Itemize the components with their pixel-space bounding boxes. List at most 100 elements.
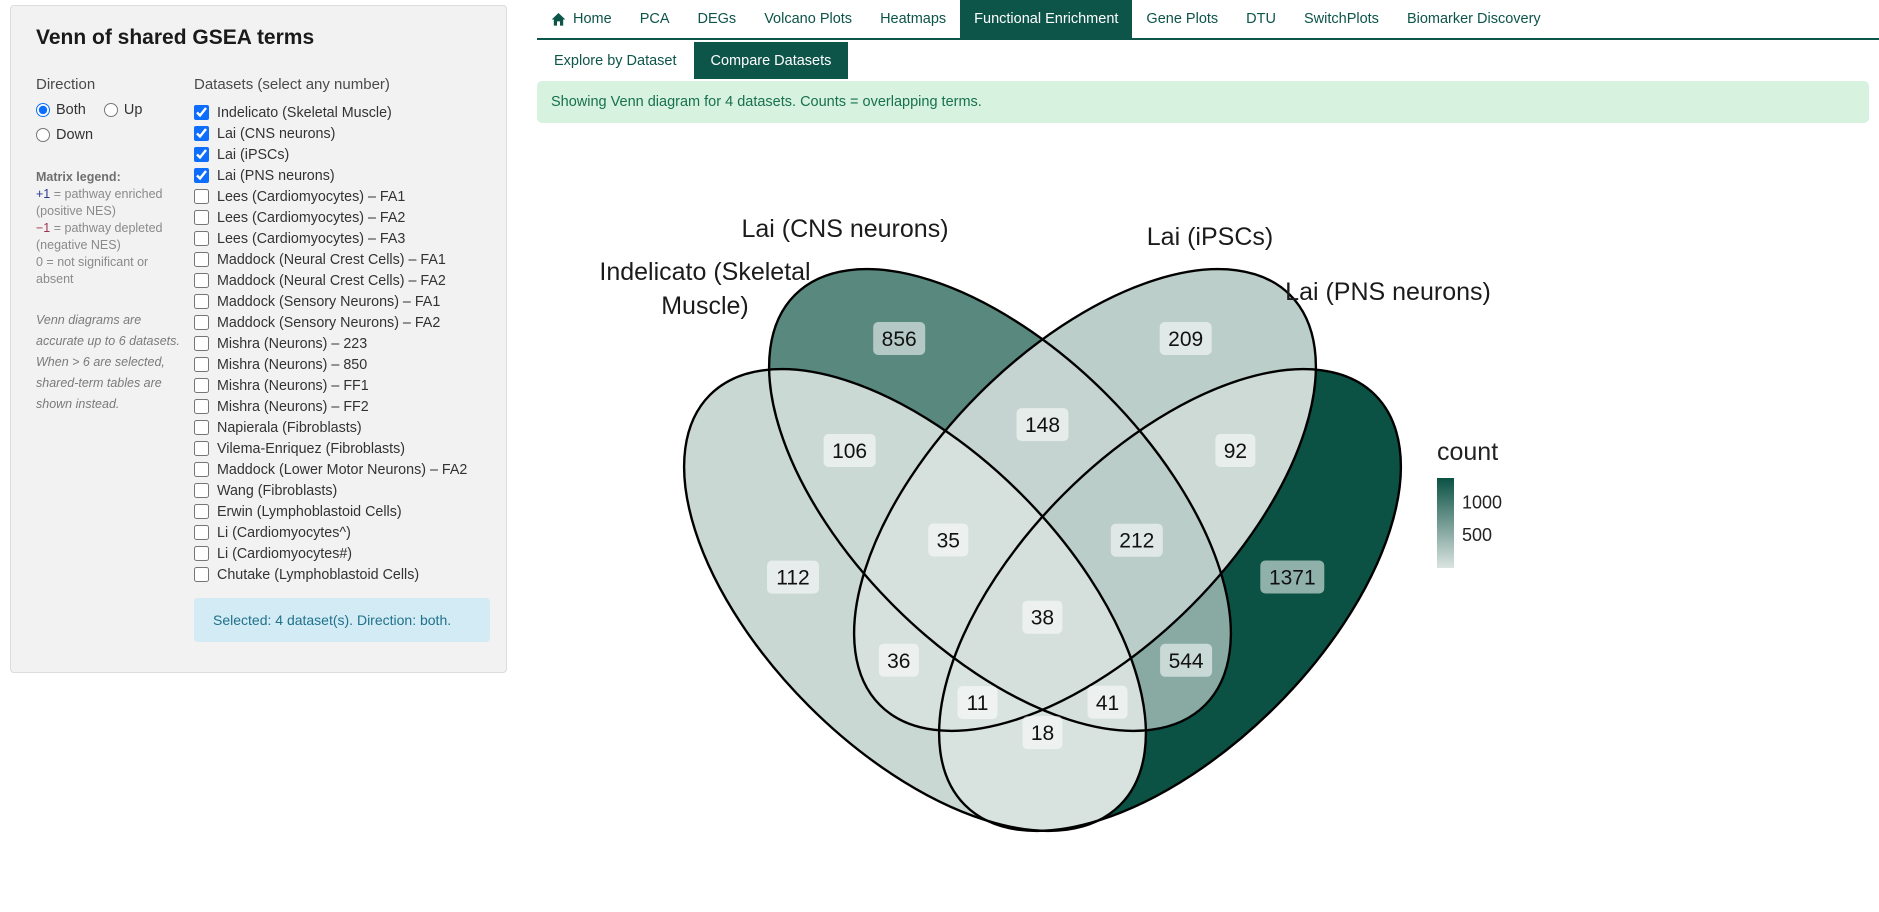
dataset-checkbox-12[interactable] (194, 357, 209, 372)
matrix-legend-symbol: +1 (36, 187, 51, 201)
dataset-checkbox-9[interactable] (194, 294, 209, 309)
dataset-item-lees-cardiomyocytes-fa1[interactable]: Lees (Cardiomyocytes) – FA1 (194, 186, 499, 207)
dataset-item-maddock-lower-motor-neurons-fa2[interactable]: Maddock (Lower Motor Neurons) – FA2 (194, 459, 499, 480)
dataset-checkbox-22[interactable] (194, 567, 209, 582)
tab-volcano-plots[interactable]: Volcano Plots (750, 0, 866, 38)
tab-label: PCA (639, 11, 670, 27)
venn-color-legend: count 1000 500 (1437, 438, 1502, 568)
tab-gene-plots[interactable]: Gene Plots (1132, 0, 1232, 38)
direction-option-both[interactable]: Both (36, 102, 86, 118)
matrix-legend-heading: Matrix legend: (36, 170, 121, 184)
tab-biomarker-discovery[interactable]: Biomarker Discovery (1393, 0, 1555, 38)
dataset-item-lai-pns-neurons[interactable]: Lai (PNS neurons) (194, 165, 499, 186)
dataset-item-chutake-lymphoblastoid-cells[interactable]: Chutake (Lymphoblastoid Cells) (194, 564, 499, 585)
dataset-checkbox-label: Maddock (Sensory Neurons) – FA1 (217, 293, 441, 310)
sidebar-right-column: Datasets (select any number) Indelicato … (194, 76, 499, 642)
tab-functional-enrichment[interactable]: Functional Enrichment (960, 0, 1133, 38)
sidebar-left-column: Direction Both Up Down Matrix legend: +1 =… (36, 76, 188, 415)
dataset-item-indelicato-skeletal-muscle[interactable]: Indelicato (Skeletal Muscle) (194, 102, 499, 123)
dataset-item-mishra-neurons-ff2[interactable]: Mishra (Neurons) – FF2 (194, 396, 499, 417)
tab-degs[interactable]: DEGs (684, 0, 751, 38)
dataset-item-lai-cns-neurons[interactable]: Lai (CNS neurons) (194, 123, 499, 144)
dataset-item-lai-ipscs[interactable]: Lai (iPSCs) (194, 144, 499, 165)
direction-option-up[interactable]: Up (103, 102, 143, 118)
dataset-checkbox-label: Li (Cardiomyocytes#) (217, 545, 353, 562)
dataset-item-napierala-fibroblasts[interactable]: Napierala (Fibroblasts) (194, 417, 499, 438)
svg-text:38: 38 (1031, 607, 1054, 630)
dataset-checkbox-15[interactable] (194, 420, 209, 435)
dataset-item-li-cardiomyocytes[interactable]: Li (Cardiomyocytes^) (194, 522, 499, 543)
dataset-checkbox-10[interactable] (194, 315, 209, 330)
venn-count-label: 35 (928, 523, 969, 557)
svg-text:544: 544 (1169, 650, 1204, 673)
dataset-item-li-cardiomyocytes[interactable]: Li (Cardiomyocytes#) (194, 543, 499, 564)
dataset-checkbox-11[interactable] (194, 336, 209, 351)
dataset-checkbox-16[interactable] (194, 441, 209, 456)
dataset-item-maddock-neural-crest-cells-fa1[interactable]: Maddock (Neural Crest Cells) – FA1 (194, 249, 499, 270)
svg-text:112: 112 (776, 567, 809, 590)
matrix-legend-entries: +1 = pathway enriched (positive NES) −1 =… (36, 186, 188, 288)
subtab-explore-by-dataset[interactable]: Explore by Dataset (537, 42, 694, 79)
radio-label: Up (123, 102, 143, 118)
dataset-item-vilema-enriquez-fibroblasts[interactable]: Vilema-Enriquez (Fibroblasts) (194, 438, 499, 459)
sidebar-title: Venn of shared GSEA terms (36, 26, 315, 49)
direction-label: Direction (36, 76, 96, 93)
svg-text:11: 11 (967, 692, 989, 715)
dataset-checkbox-3[interactable] (194, 168, 209, 183)
dataset-checkbox-18[interactable] (194, 483, 209, 498)
dataset-checkbox-2[interactable] (194, 147, 209, 162)
dataset-item-maddock-sensory-neurons-fa1[interactable]: Maddock (Sensory Neurons) – FA1 (194, 291, 499, 312)
dataset-item-maddock-neural-crest-cells-fa2[interactable]: Maddock (Neural Crest Cells) – FA2 (194, 270, 499, 291)
dataset-checkbox-label: Maddock (Neural Crest Cells) – FA1 (217, 251, 446, 268)
dataset-checkbox-label: Erwin (Lymphoblastoid Cells) (217, 503, 402, 520)
dataset-item-wang-fibroblasts[interactable]: Wang (Fibroblasts) (194, 480, 499, 501)
dataset-checkbox-0[interactable] (194, 105, 209, 120)
direction-radio-up[interactable] (103, 103, 118, 117)
dataset-checkbox-21[interactable] (194, 546, 209, 561)
dataset-checkbox-1[interactable] (194, 126, 209, 141)
tab-pca[interactable]: PCA (626, 0, 684, 38)
tab-heatmaps[interactable]: Heatmaps (866, 0, 960, 38)
direction-radio-down[interactable] (36, 128, 50, 142)
venn-count-label: 36 (878, 643, 919, 677)
dataset-item-erwin-lymphoblastoid-cells[interactable]: Erwin (Lymphoblastoid Cells) (194, 501, 499, 522)
dataset-checkbox-4[interactable] (194, 189, 209, 204)
dataset-checkbox-17[interactable] (194, 462, 209, 477)
subtab-label: Explore by Dataset (554, 52, 677, 69)
svg-text:92: 92 (1224, 440, 1247, 463)
dataset-checkbox-label: Lees (Cardiomyocytes) – FA2 (217, 209, 406, 226)
dataset-checkbox-19[interactable] (194, 504, 209, 519)
direction-option-down[interactable]: Down (36, 127, 93, 143)
tab-switchplots[interactable]: SwitchPlots (1290, 0, 1393, 38)
tab-label: Volcano Plots (764, 11, 853, 27)
dataset-checkbox-5[interactable] (194, 210, 209, 225)
dataset-checkbox-label: Lai (PNS neurons) (217, 167, 335, 184)
svg-text:106: 106 (832, 440, 867, 463)
dataset-checkbox-label: Mishra (Neurons) – FF2 (217, 398, 369, 415)
dataset-item-mishra-neurons-223[interactable]: Mishra (Neurons) – 223 (194, 333, 499, 354)
dataset-checkbox-label: Mishra (Neurons) – 850 (217, 356, 368, 373)
dataset-checkbox-13[interactable] (194, 378, 209, 393)
dataset-checkbox-7[interactable] (194, 252, 209, 267)
legend-title: count (1437, 438, 1498, 466)
tab-dtu[interactable]: DTU (1232, 0, 1290, 38)
dataset-checkbox-8[interactable] (194, 273, 209, 288)
datasets-label: Datasets (select any number) (194, 76, 390, 93)
dataset-item-lees-cardiomyocytes-fa2[interactable]: Lees (Cardiomyocytes) – FA2 (194, 207, 499, 228)
dataset-checkbox-label: Mishra (Neurons) – FF1 (217, 377, 369, 394)
svg-text:35: 35 (937, 530, 960, 553)
venn-set-label: Muscle) (661, 292, 749, 320)
venn-count-label: 209 (1159, 322, 1212, 355)
dataset-checkbox-14[interactable] (194, 399, 209, 414)
dataset-item-maddock-sensory-neurons-fa2[interactable]: Maddock (Sensory Neurons) – FA2 (194, 312, 499, 333)
dataset-item-lees-cardiomyocytes-fa3[interactable]: Lees (Cardiomyocytes) – FA3 (194, 228, 499, 249)
tab-home[interactable]: Home (537, 0, 626, 38)
dataset-checkbox-20[interactable] (194, 525, 209, 540)
dataset-checkbox-6[interactable] (194, 231, 209, 246)
subtab-compare-datasets[interactable]: Compare Datasets (693, 42, 849, 79)
dataset-checkbox-label: Lai (iPSCs) (217, 146, 290, 163)
dataset-item-mishra-neurons-ff1[interactable]: Mishra (Neurons) – FF1 (194, 375, 499, 396)
dataset-item-mishra-neurons-850[interactable]: Mishra (Neurons) – 850 (194, 354, 499, 375)
direction-radio-both[interactable] (36, 103, 50, 117)
